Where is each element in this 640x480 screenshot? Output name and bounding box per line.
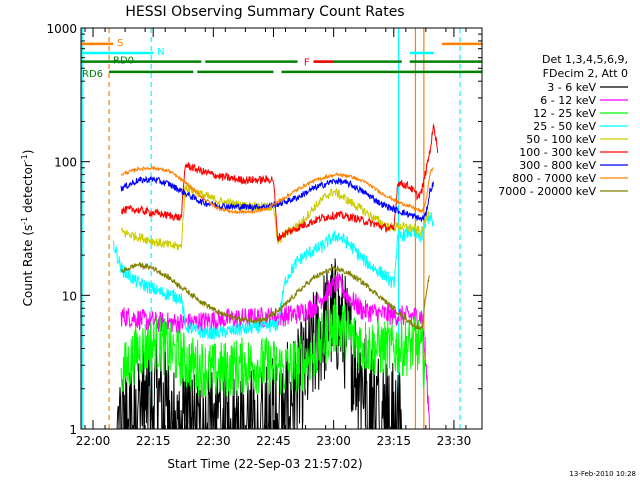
- x-tick-label: 22:30: [196, 434, 231, 448]
- legend-label: 800 - 7000 keV: [512, 172, 596, 185]
- x-axis: 22:00 22:15 22:30 22:45 23:00 23:15 23:30: [76, 28, 471, 448]
- y-tick-label: 100: [54, 156, 77, 170]
- x-tick-label: 22:15: [136, 434, 171, 448]
- x-tick-label: 23:00: [316, 434, 351, 448]
- series-line-6: [120, 123, 439, 243]
- x-tick-label: 22:45: [256, 434, 291, 448]
- y-tick-label: 10: [62, 289, 77, 303]
- legend-label: 25 - 50 keV: [533, 120, 596, 133]
- y-axis-label: Count Rate (s-1 detector-1): [20, 150, 35, 307]
- x-axis-label: Start Time (22-Sep-03 21:57:02): [167, 457, 362, 471]
- series-line-2: [120, 271, 430, 429]
- flag-label-rd6: RD6: [82, 69, 103, 80]
- x-tick-label: 23:15: [376, 434, 411, 448]
- series-lines: [112, 123, 439, 429]
- plot-frame: [80, 27, 483, 430]
- legend-header: Det 1,3,4,5,6,9,: [542, 53, 628, 66]
- y-tick-label: 1: [69, 423, 77, 437]
- series-line-7: [120, 175, 434, 222]
- y-tick-label: 1000: [46, 22, 77, 36]
- legend: Det 1,3,4,5,6,9,FDecim 2, Att 03 - 6 keV…: [498, 53, 628, 198]
- legend-label: 3 - 6 keV: [547, 81, 596, 94]
- y-axis: 1 10 100 1000: [46, 22, 482, 437]
- legend-label: 100 - 300 keV: [519, 146, 596, 159]
- flag-bars: S N RD0 RD6 F: [81, 38, 482, 80]
- flag-label-n: N: [157, 47, 164, 58]
- legend-label: 7000 - 20000 keV: [498, 185, 596, 198]
- legend-label: 12 - 25 keV: [533, 107, 596, 120]
- legend-label: 50 - 100 keV: [526, 133, 596, 146]
- flag-label-rd0: RD0: [113, 56, 134, 67]
- flag-label-s: S: [117, 38, 123, 49]
- legend-label: 6 - 12 keV: [540, 94, 596, 107]
- footer-date: 13-Feb-2010 10:28: [569, 470, 636, 478]
- flag-label-f: F: [304, 58, 310, 69]
- x-tick-label: 22:00: [76, 434, 111, 448]
- x-tick-label: 23:30: [437, 434, 472, 448]
- series-line-3: [120, 297, 427, 398]
- series-line-5: [121, 184, 430, 251]
- series-line-9: [120, 262, 430, 331]
- legend-label: 300 - 800 keV: [519, 159, 596, 172]
- series-line-8: [120, 164, 434, 216]
- series-line-4: [112, 212, 435, 341]
- series-line-1: [116, 258, 402, 429]
- chart-title: HESSI Observing Summary Count Rates: [125, 4, 404, 20]
- legend-header: FDecim 2, Att 0: [543, 67, 628, 80]
